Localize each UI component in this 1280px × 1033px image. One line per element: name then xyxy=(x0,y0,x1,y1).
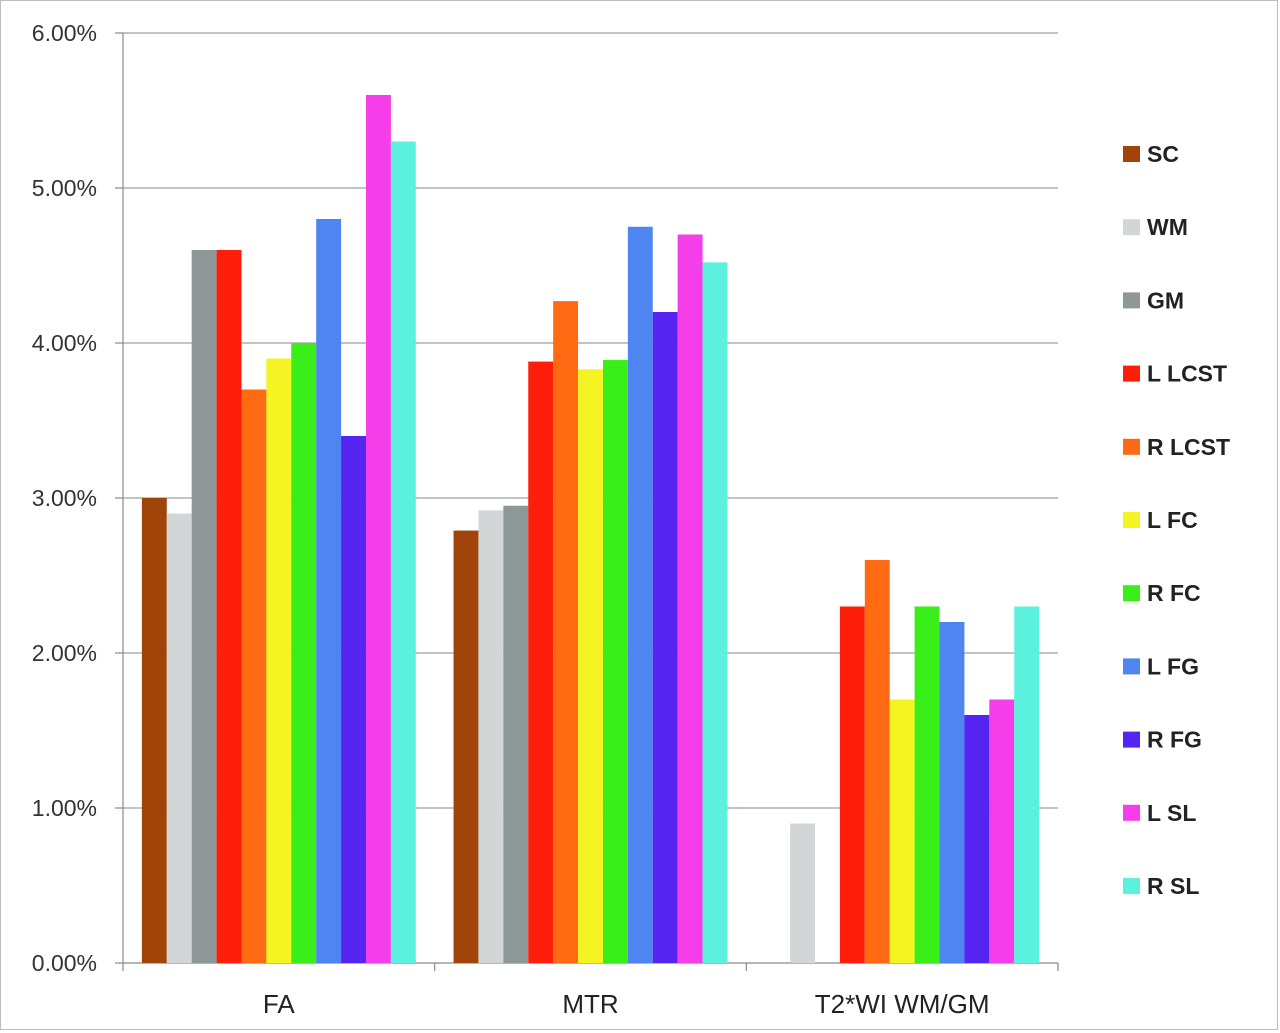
x-category-label: T2*WI WM/GM xyxy=(815,989,990,1019)
y-tick-label: 6.00% xyxy=(32,20,97,46)
legend-swatch xyxy=(1123,512,1140,528)
bar-r-fg xyxy=(964,715,990,963)
y-tick-label: 2.00% xyxy=(32,640,97,666)
bar-l-sl xyxy=(989,699,1015,963)
legend-label: R FC xyxy=(1147,580,1201,606)
y-tick-labels: 0.00% 1.00% 2.00% 3.00% 4.00% 5.00% 6.00% xyxy=(32,20,97,976)
bar-r-fg xyxy=(652,312,678,963)
legend-swatch xyxy=(1123,658,1140,675)
bar-l-sl xyxy=(677,234,703,963)
bar-l-fg xyxy=(627,226,653,963)
bar-r-fc xyxy=(914,606,940,963)
bar-wm xyxy=(478,510,504,963)
x-category-label: MTR xyxy=(562,989,618,1019)
bar-wm xyxy=(166,513,192,963)
bar-r-fc xyxy=(602,360,628,963)
legend-label: L FC xyxy=(1147,507,1198,533)
legend-label: R FG xyxy=(1147,727,1202,753)
legend-swatch xyxy=(1123,365,1140,382)
bar-r-lcst xyxy=(553,301,579,963)
bar-r-sl xyxy=(390,141,416,963)
bar-r-sl xyxy=(702,262,728,963)
legend-label: L FG xyxy=(1147,653,1199,679)
y-tick-label: 4.00% xyxy=(32,330,97,356)
legend: SC WM GM L LCST R LCST L FC R FC L FG R FG L SL R … xyxy=(1123,141,1230,899)
y-tick-label: 1.00% xyxy=(32,795,97,821)
legend-swatch xyxy=(1123,438,1140,455)
y-tick-label: 0.00% xyxy=(32,950,97,976)
legend-label: SC xyxy=(1147,141,1179,167)
y-tick-label: 5.00% xyxy=(32,175,97,201)
legend-swatch xyxy=(1123,219,1140,236)
legend-label: L SL xyxy=(1147,800,1196,826)
legend-swatch xyxy=(1123,804,1140,821)
y-tick-label: 3.00% xyxy=(32,485,97,511)
bar-sc xyxy=(453,530,479,963)
legend-swatch xyxy=(1123,731,1140,748)
bar-l-fc xyxy=(266,358,292,963)
bar-l-lcst xyxy=(528,361,554,964)
legend-label: WM xyxy=(1147,214,1188,240)
legend-swatch xyxy=(1123,146,1140,162)
x-category-labels: FA MTR T2*WI WM/GM xyxy=(263,989,990,1019)
bar-l-fg xyxy=(316,219,342,963)
legend-label: GM xyxy=(1147,287,1184,313)
legend-swatch xyxy=(1123,585,1140,602)
bar-r-fg xyxy=(341,436,366,963)
legend-label: R LCST xyxy=(1147,434,1230,460)
legend-label: R SL xyxy=(1147,873,1199,899)
x-category-label: FA xyxy=(263,989,295,1019)
bar-r-fc xyxy=(291,343,317,963)
bar-r-lcst xyxy=(241,389,267,963)
legend-label: L LCST xyxy=(1147,361,1227,387)
bar-gm xyxy=(191,250,217,963)
bar-sc xyxy=(141,498,167,963)
legend-swatch xyxy=(1123,878,1140,894)
bar-r-sl xyxy=(1014,606,1040,963)
bars xyxy=(141,95,1040,964)
bar-wm xyxy=(790,823,816,963)
bar-r-lcst xyxy=(864,560,890,963)
bar-l-sl xyxy=(365,95,391,963)
bar-l-fg xyxy=(939,622,965,963)
bar-l-lcst xyxy=(216,250,242,963)
bar-l-fc xyxy=(889,699,915,963)
bar-l-fc xyxy=(578,369,603,964)
bar-gm xyxy=(503,505,529,963)
bar-l-lcst xyxy=(839,606,865,963)
legend-swatch xyxy=(1123,292,1140,309)
